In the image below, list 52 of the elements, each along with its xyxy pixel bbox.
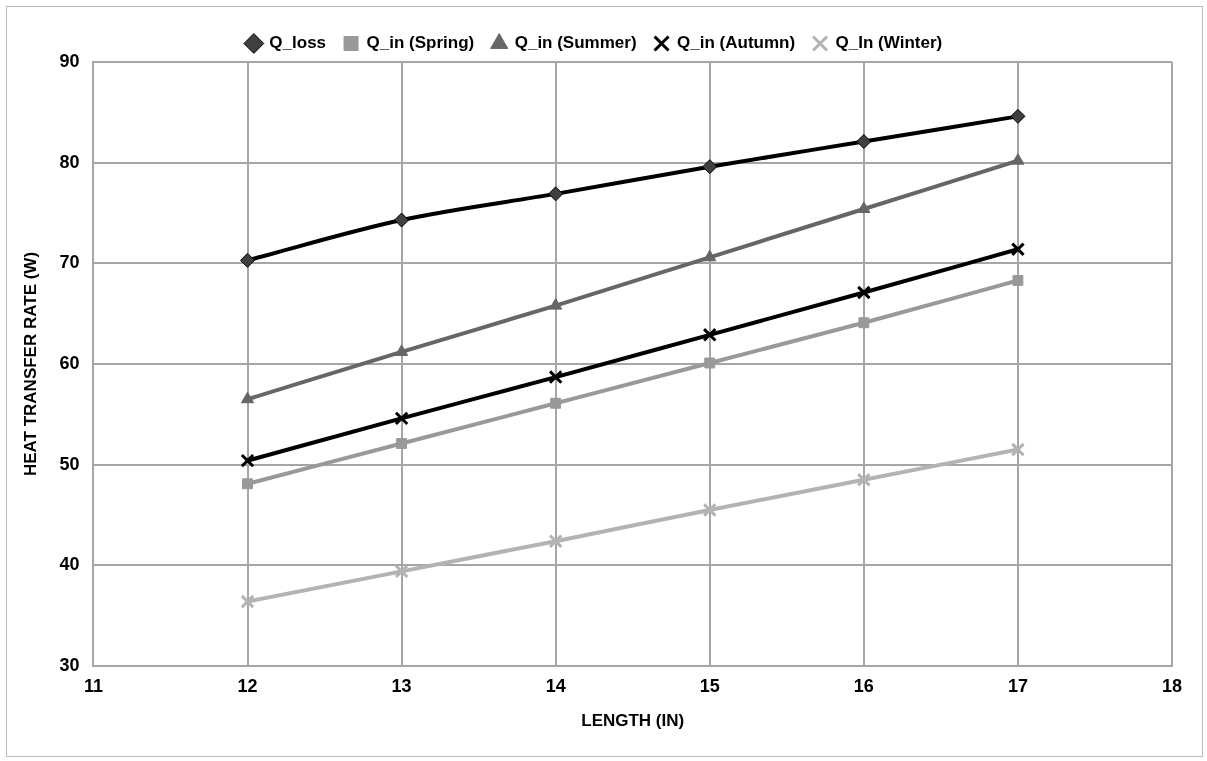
legend-label: Q_in (Spring) [366, 33, 475, 53]
x-tick-label: 16 [853, 675, 874, 696]
point [395, 344, 409, 356]
y-tick-label: 60 [59, 352, 80, 373]
x-tick-label: 14 [545, 675, 566, 696]
point [856, 134, 872, 150]
legend-label: Q_In (Winter) [835, 33, 943, 53]
x-tick-label: 11 [83, 675, 103, 696]
point [702, 327, 717, 342]
y-tick-label: 40 [59, 554, 80, 575]
x-tick-label: 12 [237, 675, 258, 696]
point [856, 285, 871, 300]
point [396, 438, 408, 449]
point [1011, 153, 1025, 165]
point [240, 391, 255, 404]
point [1012, 275, 1024, 286]
point [394, 564, 409, 579]
point [704, 357, 716, 369]
legend-label: Q_in (Autumn) [677, 33, 796, 53]
point [549, 298, 563, 310]
point [703, 249, 717, 262]
point [548, 534, 563, 549]
point [858, 317, 870, 329]
x-tick-label: 18 [1161, 675, 1183, 696]
point [242, 478, 253, 490]
legend-label: Q_loss [269, 33, 327, 53]
y-axis-title: HEAT TRANSFER RATE (W) [20, 251, 40, 477]
y-tick-label: 80 [59, 151, 80, 172]
x-axis-title: LENGTH (IN) [581, 711, 685, 731]
legend-label: Q_in (Summer) [514, 33, 637, 53]
point [550, 397, 562, 409]
point [1010, 108, 1026, 124]
y-tick-label: 90 [59, 50, 80, 71]
x-tick-label: 13 [391, 675, 412, 696]
point [394, 212, 410, 228]
point [240, 453, 255, 468]
point [548, 186, 564, 202]
y-tick-label: 70 [59, 252, 80, 273]
point [240, 594, 255, 609]
x-tick-label: 17 [1007, 675, 1028, 696]
point [548, 369, 563, 385]
point [1010, 442, 1026, 457]
point [394, 411, 409, 426]
point [702, 159, 718, 175]
y-tick-label: 50 [59, 453, 80, 474]
point [702, 502, 717, 518]
point [240, 252, 255, 268]
point [856, 472, 871, 487]
y-tick-label: 30 [59, 654, 80, 675]
point [1010, 242, 1026, 257]
x-tick-label: 15 [699, 675, 720, 696]
point [857, 201, 871, 213]
